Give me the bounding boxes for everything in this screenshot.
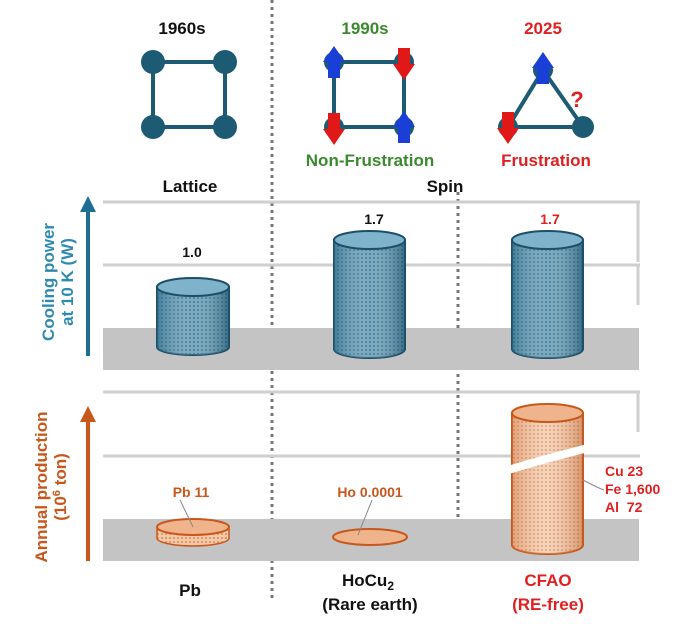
cooling-axis-label-line2: at 10 K (W) bbox=[58, 238, 77, 326]
production-label-al: Al 72 bbox=[605, 499, 643, 515]
era-1960s: 1960s bbox=[158, 19, 205, 38]
pb-leader-line bbox=[179, 499, 194, 528]
non-frustration-caption: Non-Frustration bbox=[306, 151, 434, 170]
cooling-value-lattice: 1.0 bbox=[182, 244, 202, 260]
material-pb: Pb bbox=[179, 581, 201, 600]
frustrated-spin-triangle-icon bbox=[497, 52, 594, 144]
category-spin: Spin bbox=[427, 177, 464, 196]
production-axis-label-line2: (106 ton) bbox=[51, 453, 70, 521]
lattice-square-icon bbox=[141, 50, 237, 139]
ho-leader-line bbox=[357, 499, 373, 536]
cooling-bar-lattice bbox=[156, 277, 230, 356]
material-hocu2: HoCu2 bbox=[342, 571, 394, 593]
spin-up-arrow-icon bbox=[393, 111, 415, 143]
axis-break-mark bbox=[506, 444, 589, 474]
cooling-axis-arrow bbox=[80, 196, 96, 356]
material-hocu2-note: (Rare earth) bbox=[322, 595, 417, 614]
production-label-cu: Cu 23 bbox=[605, 463, 643, 479]
spin-up-arrow-icon bbox=[323, 46, 345, 78]
cfao-leader-line bbox=[582, 479, 605, 491]
production-label-pb: Pb 11 bbox=[173, 484, 210, 500]
production-bar-pb bbox=[156, 518, 230, 547]
production-label-ho: Ho 0.0001 bbox=[337, 484, 403, 500]
cooling-axis-label-line1: Cooling power bbox=[39, 223, 58, 341]
cooling-value-cfao: 1.7 bbox=[540, 211, 560, 227]
spin-down-arrow-icon bbox=[393, 48, 415, 80]
production-label-fe: Fe 1,600 bbox=[605, 481, 660, 497]
question-mark: ? bbox=[570, 87, 583, 112]
production-axis-label-line1: Annual production bbox=[32, 411, 51, 562]
production-bar-cfao bbox=[506, 403, 589, 555]
cooling-value-hocu2: 1.7 bbox=[364, 211, 384, 227]
material-cfao-note: (RE-free) bbox=[512, 595, 584, 614]
cooling-bar-cfao bbox=[511, 230, 584, 359]
production-axis-arrow bbox=[80, 406, 96, 561]
category-lattice: Lattice bbox=[163, 177, 218, 196]
cooling-bar-hocu2 bbox=[333, 230, 406, 359]
era-2025: 2025 bbox=[524, 19, 562, 38]
non-frustrated-spin-square-icon bbox=[323, 46, 415, 145]
spin-down-arrow-icon bbox=[497, 112, 519, 144]
spin-down-arrow-icon bbox=[323, 113, 345, 145]
frustration-caption: Frustration bbox=[501, 151, 591, 170]
material-cfao: CFAO bbox=[524, 571, 571, 590]
era-1990s: 1990s bbox=[341, 19, 388, 38]
production-bar-hocu2 bbox=[332, 528, 408, 546]
spin-up-arrow-icon bbox=[532, 52, 554, 84]
